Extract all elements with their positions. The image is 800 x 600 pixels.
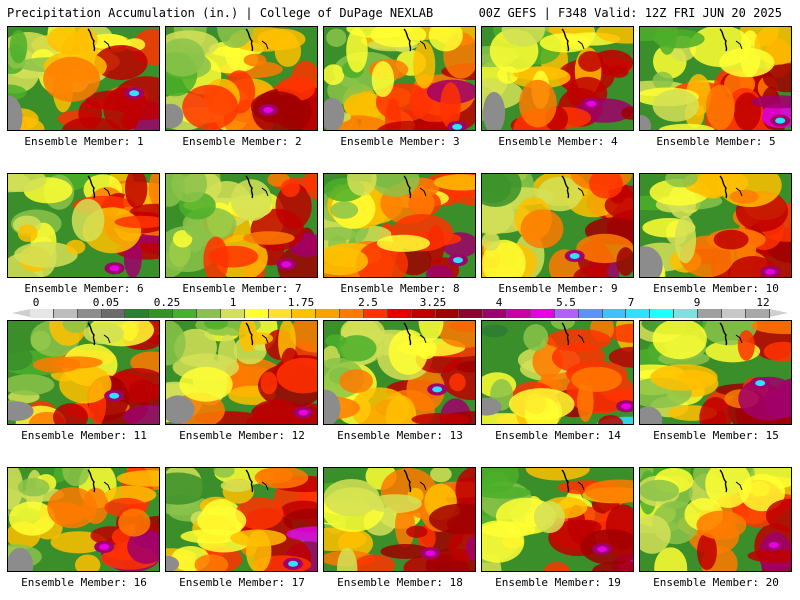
colorbar-swatch bbox=[316, 309, 341, 318]
ensemble-member-map bbox=[7, 26, 160, 131]
ensemble-member-label: Ensemble Member: 15 bbox=[653, 429, 779, 442]
ensemble-member-map bbox=[481, 173, 634, 278]
colorbar-min-arrow bbox=[12, 309, 30, 317]
colorbar-tick-label: 0 bbox=[32, 296, 40, 309]
colorbar-swatch bbox=[721, 309, 746, 318]
ensemble-member-label: Ensemble Member: 17 bbox=[179, 576, 305, 589]
ensemble-member-label: Ensemble Member: 7 bbox=[182, 282, 302, 295]
colorbar-tick-label: 2.5 bbox=[358, 296, 378, 309]
colorbar-tick-label: 12 bbox=[756, 296, 770, 309]
ensemble-member-label: Ensemble Member: 9 bbox=[498, 282, 618, 295]
colorbar-swatch bbox=[53, 309, 78, 318]
ensemble-member-map bbox=[639, 320, 792, 425]
colorbar-swatch bbox=[507, 309, 532, 318]
model-run-info: 00Z GEFS | F348 Valid: 12Z FRI JUN 20 20… bbox=[478, 6, 782, 20]
ensemble-member-label: Ensemble Member: 12 bbox=[179, 429, 305, 442]
colorbar-swatch bbox=[554, 309, 579, 318]
colorbar-max-arrow bbox=[770, 309, 788, 317]
colorbar-tick-label: 1.75 bbox=[287, 296, 315, 309]
colorbar-swatch bbox=[578, 309, 603, 318]
colorbar-swatch bbox=[626, 309, 651, 318]
ensemble-member-map bbox=[481, 26, 634, 131]
ensemble-member-map bbox=[323, 320, 476, 425]
colorbar-tick-label: 7 bbox=[627, 296, 635, 309]
colorbar-swatch bbox=[101, 309, 126, 318]
ensemble-member-label: Ensemble Member: 13 bbox=[337, 429, 463, 442]
colorbar-swatch bbox=[77, 309, 102, 318]
colorbar-swatch bbox=[125, 309, 150, 318]
ensemble-member-label: Ensemble Member: 5 bbox=[656, 135, 776, 148]
ensemble-member-label: Ensemble Member: 18 bbox=[337, 576, 463, 589]
colorbar-strip bbox=[30, 309, 770, 318]
ensemble-member-map bbox=[323, 467, 476, 572]
ensemble-member-map bbox=[165, 26, 318, 131]
ensemble-member-map bbox=[323, 173, 476, 278]
colorbar-tick-label: 5.5 bbox=[556, 296, 576, 309]
ensemble-member-label: Ensemble Member: 11 bbox=[21, 429, 147, 442]
colorbar-swatch bbox=[197, 309, 221, 318]
colorbar-tick-label: 1 bbox=[229, 296, 237, 309]
ensemble-member-map bbox=[165, 173, 318, 278]
colorbar-legend: 0 0.05 0.25 1 1.75 2.5 3.25 4 5.5 7 9 12 bbox=[0, 297, 800, 321]
colorbar-swatch bbox=[149, 309, 174, 318]
ensemble-member-map bbox=[639, 467, 792, 572]
ensemble-member-label: Ensemble Member: 6 bbox=[24, 282, 144, 295]
ensemble-member-map bbox=[7, 467, 160, 572]
ensemble-member-label: Ensemble Member: 14 bbox=[495, 429, 621, 442]
ensemble-member-map bbox=[7, 173, 160, 278]
ensemble-member-label: Ensemble Member: 10 bbox=[653, 282, 779, 295]
colorbar-swatch bbox=[745, 309, 770, 318]
colorbar-swatch bbox=[220, 309, 245, 318]
ensemble-member-label: Ensemble Member: 3 bbox=[340, 135, 460, 148]
colorbar-tick-label: 9 bbox=[693, 296, 701, 309]
map-title: Precipitation Accumulation (in.) | Colle… bbox=[7, 6, 434, 20]
colorbar-swatch bbox=[387, 309, 412, 318]
colorbar-tick-label: 4 bbox=[495, 296, 503, 309]
ensemble-member-map bbox=[639, 26, 792, 131]
ensemble-member-label: Ensemble Member: 8 bbox=[340, 282, 460, 295]
ensemble-member-map bbox=[165, 467, 318, 572]
colorbar-swatch bbox=[459, 309, 484, 318]
colorbar-swatch bbox=[340, 309, 365, 318]
ensemble-member-map bbox=[481, 320, 634, 425]
colorbar-swatch bbox=[364, 309, 388, 318]
ensemble-member-map bbox=[165, 320, 318, 425]
colorbar-swatch bbox=[650, 309, 675, 318]
ensemble-member-label: Ensemble Member: 4 bbox=[498, 135, 618, 148]
ensemble-member-label: Ensemble Member: 19 bbox=[495, 576, 621, 589]
colorbar-swatch bbox=[602, 309, 627, 318]
ensemble-member-label: Ensemble Member: 2 bbox=[182, 135, 302, 148]
colorbar-swatch bbox=[244, 309, 269, 318]
colorbar-swatch bbox=[411, 309, 436, 318]
colorbar-swatch bbox=[173, 309, 198, 318]
ensemble-member-map bbox=[639, 173, 792, 278]
ensemble-member-label: Ensemble Member: 16 bbox=[21, 576, 147, 589]
ensemble-member-label: Ensemble Member: 1 bbox=[24, 135, 144, 148]
colorbar-swatch bbox=[292, 309, 317, 318]
colorbar-swatch bbox=[30, 309, 54, 318]
ensemble-member-map bbox=[323, 26, 476, 131]
colorbar-swatch bbox=[483, 309, 508, 318]
colorbar-swatch bbox=[531, 309, 555, 318]
ensemble-member-map bbox=[7, 320, 160, 425]
colorbar-swatch bbox=[698, 309, 722, 318]
ensemble-member-label: Ensemble Member: 20 bbox=[653, 576, 779, 589]
colorbar-tick-label: 3.25 bbox=[419, 296, 447, 309]
ensemble-member-map bbox=[481, 467, 634, 572]
colorbar-tick-label: 0.05 bbox=[92, 296, 120, 309]
colorbar-swatch bbox=[674, 309, 699, 318]
colorbar-swatch bbox=[268, 309, 293, 318]
colorbar-tick-label: 0.25 bbox=[153, 296, 181, 309]
colorbar-swatch bbox=[435, 309, 460, 318]
